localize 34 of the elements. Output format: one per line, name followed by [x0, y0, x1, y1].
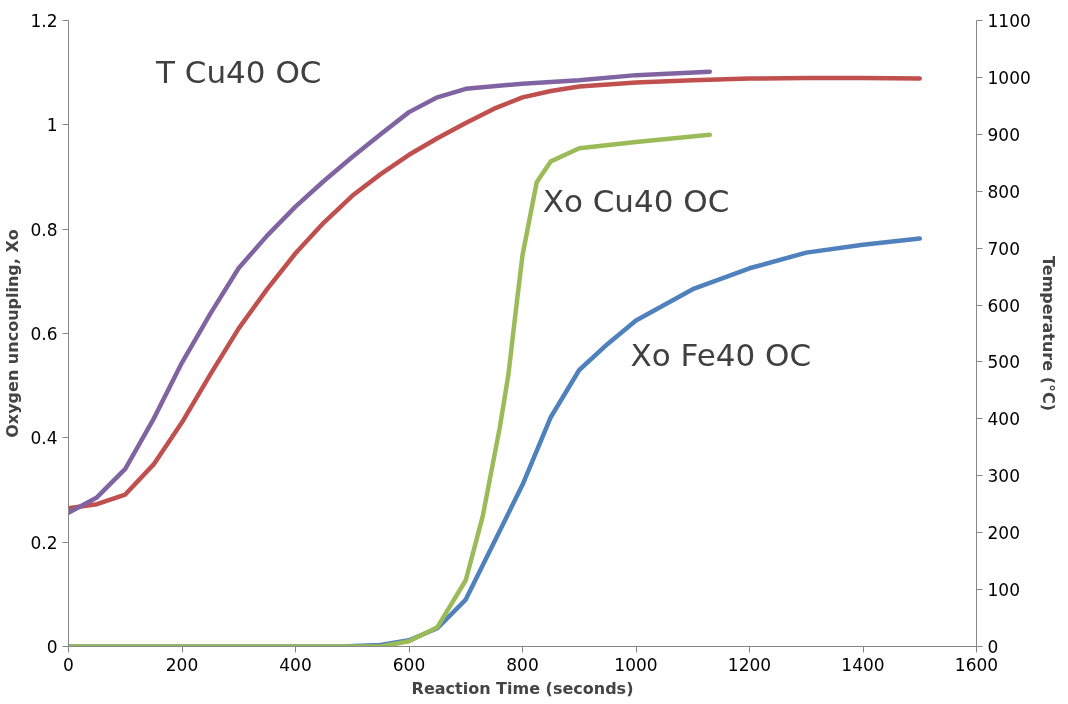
x-tick-label: 600 — [392, 654, 426, 675]
x-tick-label: 1200 — [727, 654, 772, 675]
series-label: Xo Fe40 OC — [630, 336, 812, 373]
y2-tick-label: 300 — [987, 466, 1020, 487]
x-tick-label: 1000 — [614, 654, 658, 675]
y2-tick-label: 100 — [987, 580, 1020, 601]
x-tick-label: 1600 — [954, 654, 999, 675]
y-axis-title: Oxygen uncoupling, Xo — [3, 229, 23, 438]
x-tick-label: 1400 — [841, 654, 885, 675]
x-tick-label: 400 — [279, 654, 312, 675]
y2-tick-label: 800 — [987, 181, 1020, 202]
x-tick-label: 200 — [165, 654, 199, 675]
y2-tick-label: 0 — [987, 637, 999, 657]
y2-tick-label: 500 — [987, 352, 1020, 373]
y2-tick-label: 400 — [987, 409, 1020, 430]
x-tick-label: 800 — [506, 654, 539, 675]
x-tick-label: 0 — [63, 654, 74, 675]
y2-tick-label: 1100 — [987, 11, 1031, 31]
y-tick-label: 1 — [46, 115, 58, 136]
y2-tick-label: 200 — [987, 523, 1020, 544]
y2-tick-label: 700 — [987, 238, 1020, 259]
y-tick-label: 0 — [46, 637, 58, 657]
y-tick-label: 0.2 — [30, 532, 58, 553]
y-tick-label: 1.2 — [30, 11, 58, 31]
y2-tick-label: 900 — [987, 124, 1020, 145]
y2-axis-title: Temperature (°C) — [1038, 255, 1058, 412]
series-label: Xo Cu40 OC — [542, 182, 730, 219]
y-tick-label: 0.8 — [30, 219, 58, 240]
y-tick-label: 0.4 — [30, 428, 58, 449]
y2-tick-label: 1000 — [987, 67, 1031, 88]
y-tick-label: 0.6 — [30, 324, 58, 344]
x-axis-title: Reaction Time (seconds) — [411, 678, 634, 698]
text: T Cu40 OC — [155, 53, 322, 90]
y2-tick-label: 600 — [987, 295, 1020, 316]
